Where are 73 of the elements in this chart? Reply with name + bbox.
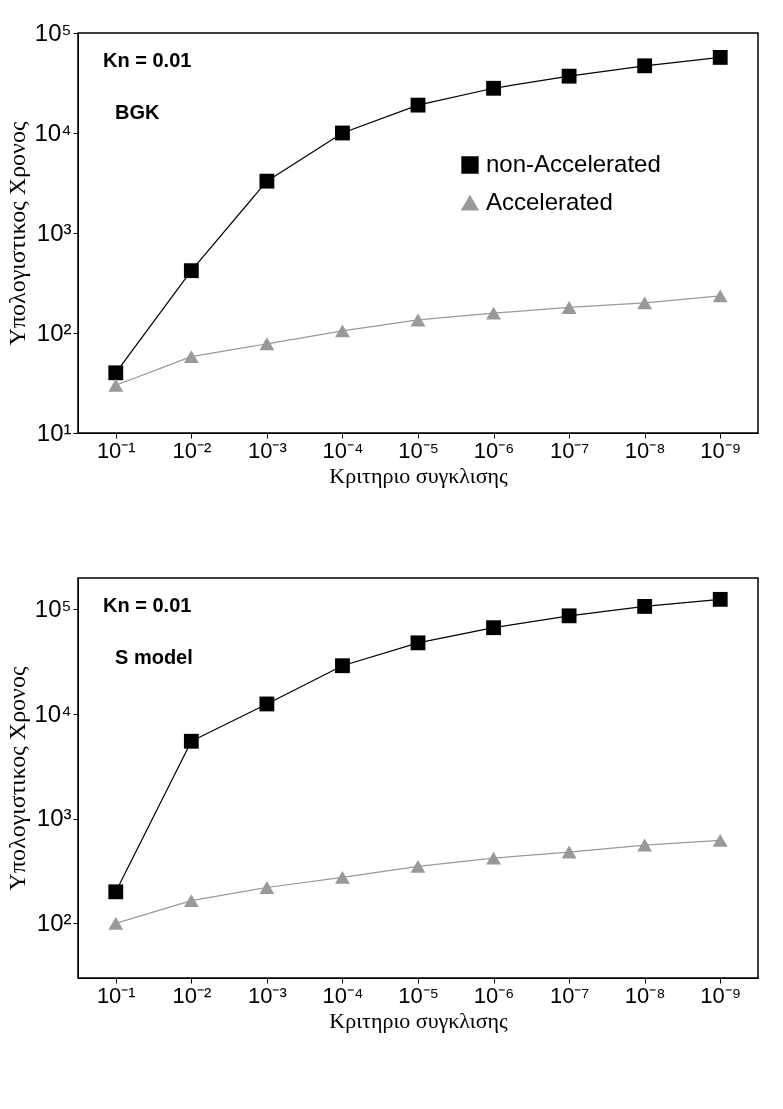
point: [335, 125, 350, 141]
point: [637, 599, 653, 614]
x-tick-label: 10⁻⁵: [398, 982, 439, 1008]
legend-label: non-Accelerated: [486, 150, 661, 177]
point: [486, 306, 501, 320]
annotation: Kn = 0.01: [103, 49, 192, 71]
annotation: BGK: [115, 101, 160, 123]
y-tick-label: 10⁴: [34, 699, 72, 727]
x-axis-title: Κριτηριο συγκλισης: [329, 462, 509, 488]
x-tick-label: 10⁻⁷: [549, 982, 590, 1008]
point: [712, 50, 728, 65]
point: [712, 833, 728, 847]
y-tick-label: 10⁵: [34, 594, 72, 622]
y-tick-label: 10²: [36, 908, 72, 936]
x-tick-label: 10⁻²: [172, 982, 212, 1008]
x-tick-label: 10⁻⁸: [624, 982, 666, 1008]
x-axis-title: Κριτηριο συγκλισης: [329, 1007, 509, 1033]
point: [712, 289, 728, 303]
point: [108, 916, 124, 930]
y-axis-title: Υπολογιστικος Χρονος: [4, 121, 31, 346]
x-tick-label: 10⁻³: [247, 437, 287, 463]
point: [410, 97, 426, 113]
point: [259, 696, 275, 712]
point: [712, 591, 728, 607]
point: [410, 635, 426, 651]
point: [637, 58, 653, 74]
y-tick-label: 10³: [36, 804, 72, 832]
point: [259, 173, 275, 189]
x-tick-label: 10⁻¹: [96, 437, 136, 463]
x-tick-label: 10⁻⁵: [398, 437, 439, 463]
x-tick-label: 10⁻⁹: [700, 982, 742, 1008]
x-tick-label: 10⁻³: [247, 982, 287, 1008]
point: [183, 350, 199, 364]
x-tick-label: 10⁻⁹: [700, 437, 742, 463]
y-tick-label: 10⁴: [34, 118, 72, 146]
point: [183, 733, 199, 749]
point: [561, 68, 577, 84]
point: [410, 313, 426, 327]
point: [183, 263, 199, 279]
y-axis-title: Υπολογιστικος Χρονος: [4, 666, 31, 891]
point: [561, 845, 577, 859]
point: [335, 870, 350, 884]
x-tick-label: 10⁻¹: [96, 982, 136, 1008]
y-tick-label: 10²: [36, 318, 72, 346]
x-tick-label: 10⁻⁷: [549, 437, 590, 463]
point: [108, 378, 124, 392]
point: [637, 838, 653, 852]
point: [259, 337, 275, 351]
y-tick-label: 10¹: [36, 418, 72, 446]
annotation: S model: [115, 646, 193, 668]
y-tick-label: 10³: [36, 218, 72, 246]
point: [486, 851, 501, 865]
x-tick-label: 10⁻⁴: [322, 437, 364, 463]
annotation: Kn = 0.01: [103, 594, 192, 616]
x-tick-label: 10⁻⁶: [473, 437, 515, 463]
point: [259, 881, 275, 894]
point: [108, 365, 124, 381]
point: [108, 884, 124, 900]
point: [183, 894, 199, 907]
point: [410, 859, 426, 873]
point: [561, 301, 577, 314]
x-tick-label: 10⁻²: [172, 437, 212, 463]
x-tick-label: 10⁻⁶: [473, 982, 515, 1008]
point: [637, 296, 653, 310]
point: [335, 658, 350, 674]
point: [486, 80, 501, 96]
legend-label: Accelerated: [486, 188, 613, 215]
point: [486, 620, 501, 636]
point: [561, 608, 577, 624]
point: [335, 324, 350, 338]
x-tick-label: 10⁻⁸: [624, 437, 666, 463]
x-tick-label: 10⁻⁴: [322, 982, 364, 1008]
y-tick-label: 10⁵: [34, 18, 72, 46]
